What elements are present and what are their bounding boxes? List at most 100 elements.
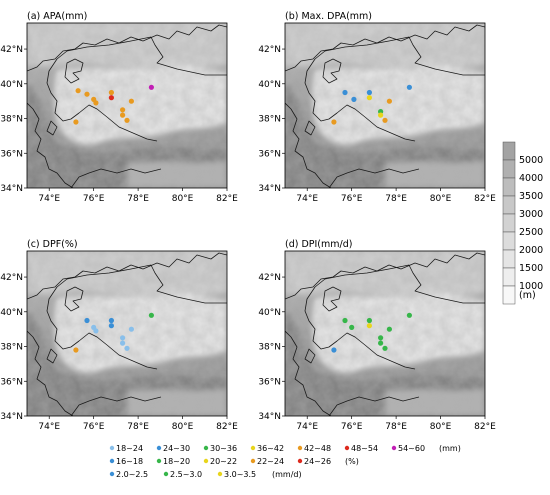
station-marker <box>73 347 79 353</box>
panel-title: (c) DPF(%) <box>27 239 78 250</box>
station-marker <box>351 96 357 102</box>
colorbar-label: 3500 <box>519 191 543 202</box>
legend-label: 20~22 <box>210 457 237 466</box>
legend-marker <box>109 471 115 477</box>
lat-tick-label: 38°N <box>258 343 281 353</box>
station-marker <box>124 345 130 351</box>
station-marker <box>120 107 126 113</box>
station-marker <box>386 98 392 104</box>
lat-tick-label: 40°N <box>258 80 281 90</box>
station-marker <box>386 326 392 332</box>
station-marker <box>108 95 114 101</box>
colorbar-swatch <box>502 141 516 161</box>
lat-tick-label: 34°N <box>0 184 23 194</box>
panel-a: (a) APA(mm) <box>26 11 228 189</box>
legend-label: 3.0~3.5 <box>224 470 256 479</box>
station-marker <box>366 95 372 101</box>
station-markers <box>331 312 412 353</box>
station-marker <box>366 317 372 324</box>
legend-label: 42~48 <box>304 444 331 453</box>
colorbar-label: 1500 <box>519 263 543 274</box>
station-marker <box>342 317 348 324</box>
legend-unit: (mm) <box>439 444 461 453</box>
panel-title: (d) DPI(mm/d) <box>285 239 352 250</box>
colorbar-label: 2500 <box>519 227 543 238</box>
lat-tick-label: 34°N <box>258 184 281 194</box>
lon-tick-label: 82°E <box>216 422 238 432</box>
lat-tick-label: 40°N <box>0 80 23 90</box>
lon-tick-label: 74°E <box>38 194 60 204</box>
legend-marker <box>163 471 169 477</box>
station-marker <box>366 89 372 96</box>
station-marker <box>148 312 154 318</box>
station-markers <box>73 84 154 125</box>
colorbar-swatch <box>502 267 516 287</box>
station-marker <box>120 112 126 118</box>
lon-tick-label: 76°E <box>83 194 105 204</box>
lon-tick-label: 80°E <box>172 194 194 204</box>
colorbar-swatch <box>502 231 516 251</box>
legend-label: 22~24 <box>257 457 284 466</box>
station-marker <box>148 84 154 90</box>
lat-tick-label: 36°N <box>0 149 23 159</box>
station-marker <box>349 324 355 330</box>
lat-tick-label: 40°N <box>0 308 23 318</box>
lon-tick-label: 78°E <box>385 422 407 432</box>
station-marker <box>406 312 412 318</box>
colorbar-swatch <box>502 249 516 269</box>
legend-marker <box>297 458 303 464</box>
lat-tick-label: 36°N <box>258 377 281 387</box>
lon-tick-label: 80°E <box>172 422 194 432</box>
station-marker <box>84 317 90 324</box>
panel-b: (b) Max. DPA(mm) <box>284 11 486 189</box>
legend-marker <box>109 458 115 464</box>
station-marker <box>378 340 384 346</box>
lat-tick-label: 38°N <box>0 115 23 125</box>
lon-tick-label: 78°E <box>385 194 407 204</box>
colorbar-swatch <box>502 285 516 305</box>
lon-tick-label: 80°E <box>430 422 452 432</box>
station-marker <box>382 345 388 351</box>
lat-tick-label: 42°N <box>258 45 281 55</box>
lon-tick-label: 76°E <box>341 194 363 204</box>
legend-marker <box>109 445 115 451</box>
panel-d: (d) DPI(mm/d) <box>284 239 486 417</box>
colorbar-label: 5000 <box>519 155 543 166</box>
station-legend: 18~24 24~30 30~36 36~42 42~48 48~54 54~60 (mm) 1… <box>109 444 461 479</box>
lat-tick-label: 38°N <box>0 343 23 353</box>
station-marker <box>366 323 372 329</box>
station-marker <box>406 84 412 90</box>
legend-label: 2.5~3.0 <box>170 470 202 479</box>
colorbar-label: 1000 <box>519 281 543 292</box>
lon-tick-label: 74°E <box>296 194 318 204</box>
colorbar-swatch <box>502 195 516 215</box>
legend-unit: (%) <box>345 457 359 466</box>
station-marker <box>331 119 337 125</box>
station-marker <box>378 335 384 341</box>
lon-tick-label: 82°E <box>474 422 496 432</box>
legend-label: 54~60 <box>398 444 425 453</box>
lon-tick-label: 82°E <box>474 194 496 204</box>
colorbar-label: (m) <box>519 290 536 301</box>
station-marker <box>128 326 134 332</box>
lat-tick-label: 42°N <box>0 273 23 283</box>
lat-tick-label: 40°N <box>258 308 281 318</box>
legend-label: 36~42 <box>257 444 284 453</box>
lon-tick-label: 78°E <box>127 194 149 204</box>
legend-marker <box>203 445 209 451</box>
station-marker <box>120 340 126 346</box>
station-marker <box>378 112 384 118</box>
legend-marker <box>344 445 350 451</box>
legend-label: 2.0~2.5 <box>116 470 148 479</box>
station-marker <box>342 89 348 96</box>
station-marker <box>382 117 388 123</box>
lat-tick-label: 42°N <box>0 45 23 55</box>
lat-tick-label: 34°N <box>258 412 281 422</box>
legend-marker <box>156 445 162 451</box>
lon-tick-label: 76°E <box>341 422 363 432</box>
legend-label: 16~18 <box>116 457 143 466</box>
station-marker <box>73 119 79 125</box>
legend-marker <box>250 445 256 451</box>
station-marker <box>84 91 90 97</box>
